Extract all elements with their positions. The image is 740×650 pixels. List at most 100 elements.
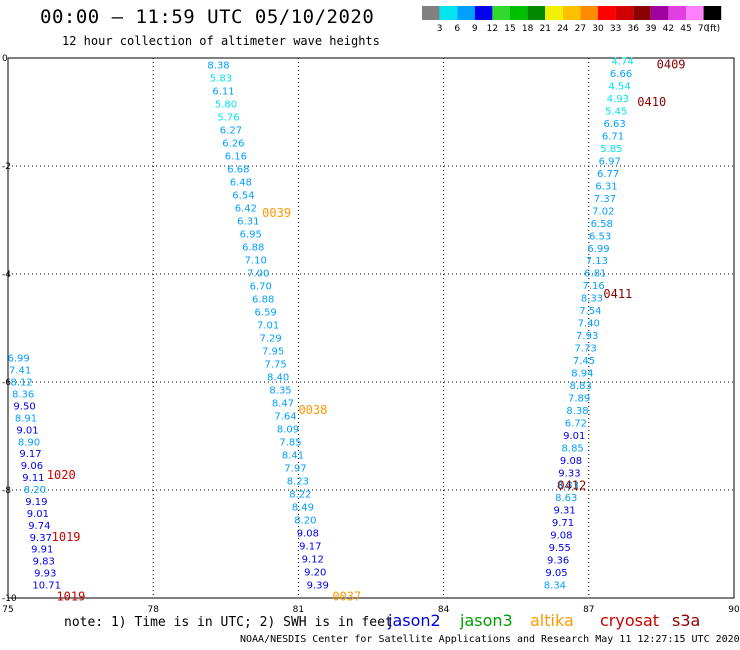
x-tick-label: 90 (728, 605, 740, 615)
wave-height-point: 8.22 (289, 489, 311, 500)
legend-swatch (439, 6, 458, 20)
data-points: 6.997.418.128.369.508.919.018.909.179.06… (8, 57, 634, 592)
wave-height-point: 6.54 (232, 190, 254, 201)
wave-height-point: 9.05 (545, 568, 567, 579)
legend-swatch (580, 6, 598, 20)
wave-height-point: 9.39 (307, 581, 329, 592)
wave-height-point: 8.47 (272, 398, 294, 409)
wave-height-point: 6.31 (237, 216, 259, 227)
legend-swatch (562, 6, 581, 20)
x-tick-label: 87 (583, 605, 594, 615)
y-tick-label: -6 (2, 378, 11, 388)
legend-swatch (598, 6, 616, 20)
wave-height-point: 9.50 (13, 401, 35, 412)
pass-label: 0412 (557, 479, 586, 493)
wave-height-point: 4.54 (608, 82, 630, 93)
pass-label: 0037 (332, 589, 361, 603)
wave-height-point: 7.45 (573, 356, 595, 367)
wave-height-point: 9.01 (563, 431, 585, 442)
satellite-legend: jason2 jason3 altika cryosat s3a (387, 611, 700, 630)
legend-label: 3 (437, 24, 443, 34)
legend-swatch (492, 6, 510, 20)
wave-height-point: 8.40 (267, 372, 289, 383)
wave-height-point: 7.01 (257, 320, 279, 331)
legend-label: 36 (627, 24, 639, 34)
wave-height-point: 6.97 (599, 156, 621, 167)
color-legend: 3 6 9 12 15 18 21 24 27 30 33 36 39 42 45 70(ft) (422, 6, 722, 34)
wave-height-point: 6.66 (610, 69, 632, 80)
wave-height-point: 7.29 (259, 333, 281, 344)
y-tick-label: -2 (2, 162, 11, 172)
page-title: 00:00 – 11:59 UTC 05/10/2020 (40, 6, 375, 28)
wave-height-point: 8.38 (207, 60, 229, 71)
wave-height-point: 6.88 (242, 242, 264, 253)
pass-label: 0411 (603, 287, 632, 301)
legend-label: 9 (472, 24, 478, 34)
wave-height-point: 7.97 (284, 463, 306, 474)
wave-height-point: 8.20 (294, 515, 316, 526)
wave-height-point: 7.95 (262, 346, 284, 357)
pass-labels: 1020 1019 1019 0039 0038 0037 0409 0410 0411 0412 (47, 57, 686, 603)
wave-height-point: 8.33 (581, 294, 603, 305)
wave-height-point: 7.10 (245, 255, 267, 266)
wave-height-point: 8.34 (544, 581, 566, 592)
wave-height-point: 7.75 (264, 359, 286, 370)
wave-height-point: 8.09 (277, 424, 299, 435)
wave-height-point: 5.85 (600, 144, 622, 155)
wave-height-point: 6.48 (230, 177, 252, 188)
wave-height-point: 8.23 (287, 476, 309, 487)
y-tick-label: -8 (2, 486, 11, 496)
wave-height-point: 9.71 (552, 518, 574, 529)
wave-height-point: 7.54 (579, 306, 601, 317)
wave-height-point: 9.31 (553, 506, 575, 517)
wave-height-point: 8.20 (24, 485, 46, 496)
satellite-legend-item: cryosat (600, 611, 659, 630)
wave-height-point: 8.41 (282, 450, 304, 461)
wave-height-point: 7.13 (586, 256, 608, 267)
wave-height-point: 8.85 (562, 443, 584, 454)
wave-height-point: 7.85 (279, 437, 301, 448)
legend-label: 12 (487, 24, 498, 34)
x-tick-label: 75 (2, 605, 13, 615)
wave-height-point: 9.36 (547, 556, 569, 567)
wave-height-point: 9.93 (34, 569, 56, 580)
legend-swatch (527, 6, 546, 20)
legend-label: 70 (698, 24, 710, 34)
wave-height-point: 7.64 (274, 411, 296, 422)
legend-swatch (633, 6, 651, 20)
y-tick-label: -4 (2, 270, 11, 280)
wave-height-point: 9.33 (558, 468, 580, 479)
pass-label: 1020 (47, 468, 76, 482)
wave-height-point: 8.94 (571, 368, 593, 379)
wave-height-point: 7.37 (594, 194, 616, 205)
legend-swatch (457, 6, 475, 20)
wave-height-point: 6.71 (602, 132, 624, 143)
wave-height-point: 7.41 (9, 366, 31, 377)
legend-swatch (703, 6, 722, 20)
wave-height-point: 9.91 (31, 545, 53, 556)
satellite-legend-item: altika (530, 611, 574, 630)
wave-height-point: 9.08 (560, 456, 582, 467)
wave-height-point: 6.59 (255, 307, 277, 318)
gridlines (8, 58, 734, 598)
pass-label: 0409 (657, 57, 686, 71)
wave-height-point: 9.11 (22, 473, 44, 484)
wave-height-point: 9.19 (25, 497, 47, 508)
legend-swatch (422, 6, 440, 20)
wave-height-point: 5.76 (217, 112, 239, 123)
pass-label: 1019 (52, 530, 81, 544)
wave-height-point: 9.12 (302, 554, 324, 565)
legend-label: 21 (539, 24, 550, 34)
legend-swatch (668, 6, 686, 20)
wave-height-point: 9.55 (549, 543, 571, 554)
wave-height-point: 6.72 (565, 418, 587, 429)
wave-height-point: 7.16 (583, 281, 605, 292)
wave-height-point: 5.80 (215, 99, 237, 110)
wave-height-point: 4.74 (612, 57, 634, 68)
wave-height-point: 6.58 (591, 219, 613, 230)
wave-height-point: 8.12 (10, 378, 32, 389)
wave-height-point: 6.68 (227, 164, 249, 175)
wave-height-point: 5.45 (605, 107, 627, 118)
footnote: note: 1) Time is in UTC; 2) SWH is in fe… (64, 615, 393, 630)
pass-label: 0039 (262, 206, 291, 220)
